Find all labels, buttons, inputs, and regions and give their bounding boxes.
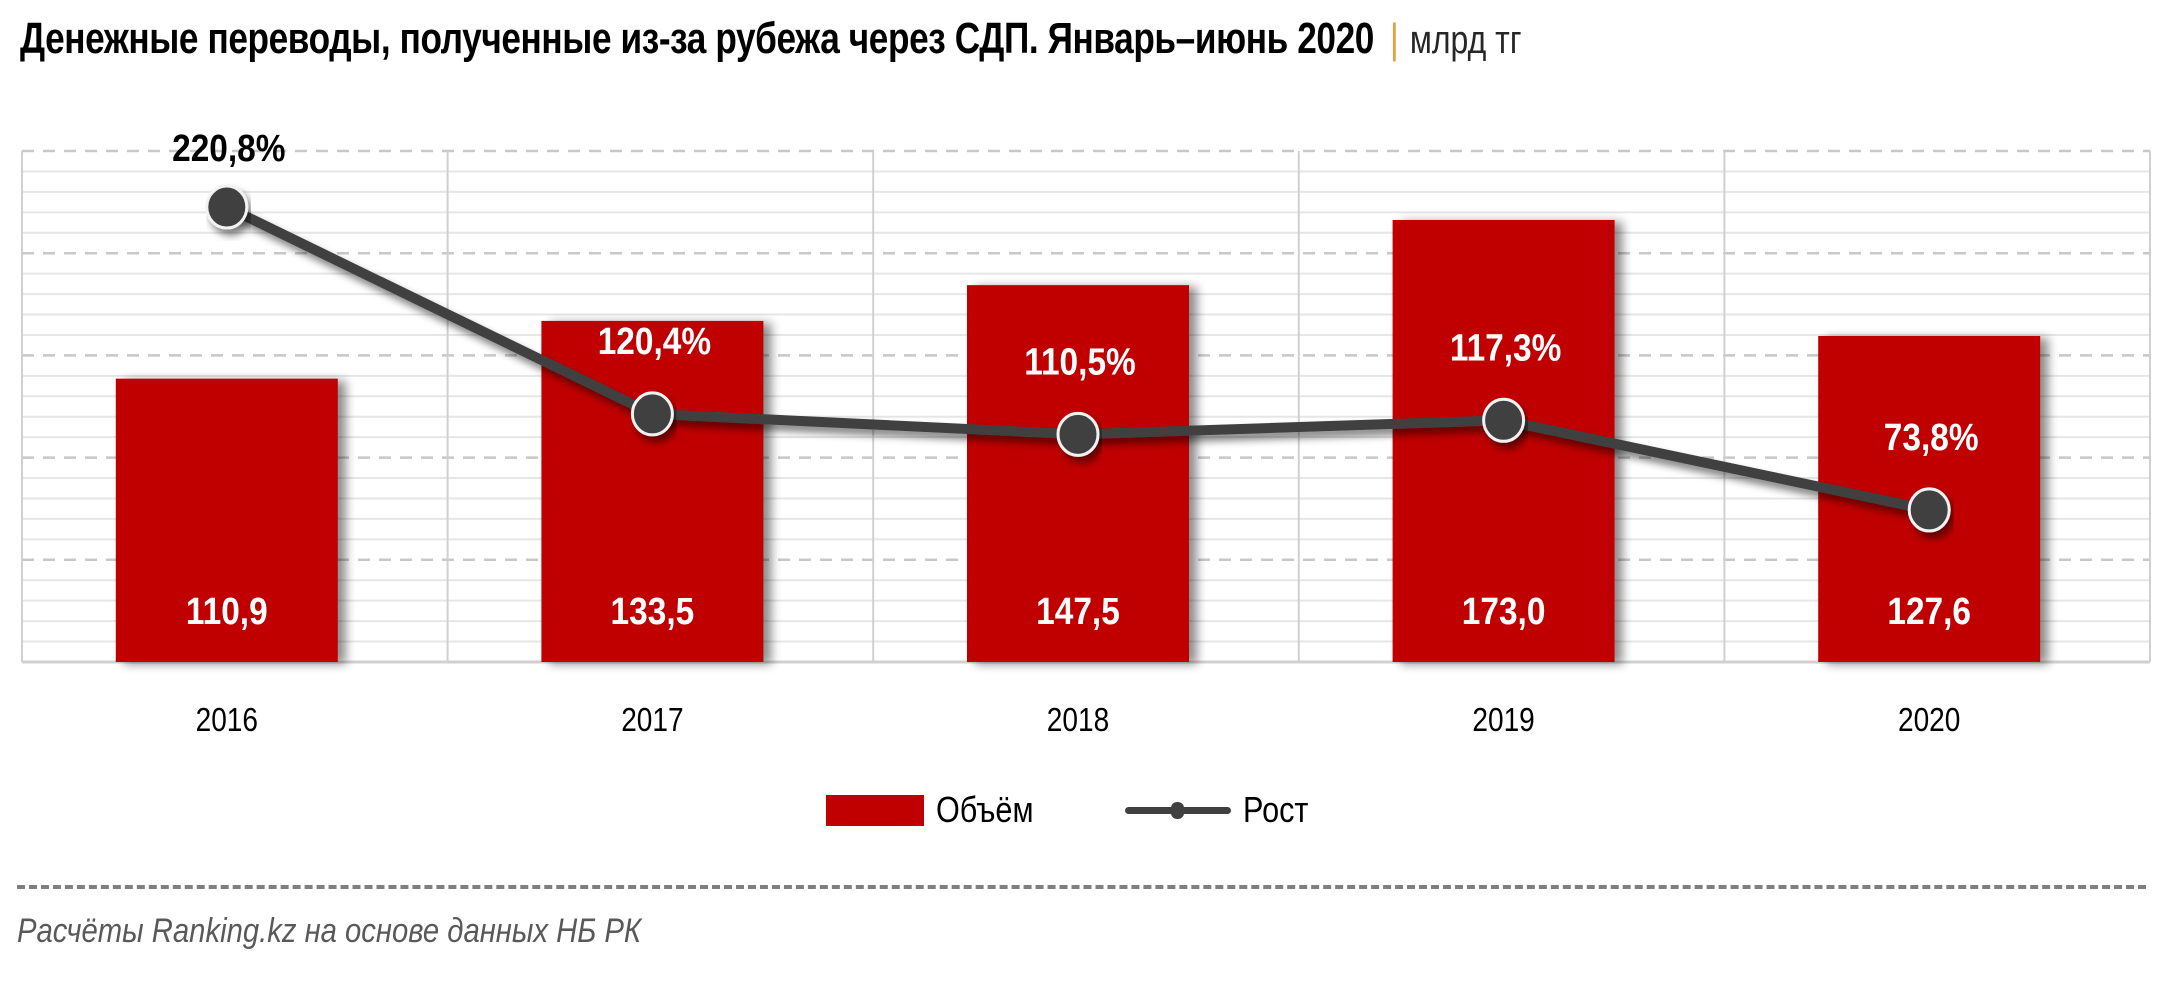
bar-value-label: 110,9 bbox=[186, 590, 268, 632]
bar-series-volume bbox=[115, 219, 2041, 663]
bar-value-label: 147,5 bbox=[1036, 590, 1120, 632]
chart-title: Денежные переводы, полученные из-за рубе… bbox=[20, 14, 1522, 70]
data-labels: 110,9 133,5 147,5 173,0 127,6 220,8% 120,4% 110… bbox=[172, 127, 1978, 632]
bar-value-label: 173,0 bbox=[1462, 590, 1546, 632]
growth-value-label: 220,8% bbox=[172, 127, 285, 169]
growth-value-label: 120,4% bbox=[598, 320, 711, 362]
x-axis: 2016 2017 2018 2019 2020 bbox=[196, 702, 1961, 739]
footer-divider bbox=[17, 885, 2146, 889]
legend-label-growth: Рост bbox=[1242, 789, 1309, 830]
bar-value-label: 127,6 bbox=[1887, 590, 1971, 632]
x-tick-label: 2019 bbox=[1472, 702, 1534, 739]
bar-2018 bbox=[967, 285, 1189, 662]
x-tick-label: 2020 bbox=[1898, 702, 1960, 739]
bar-2016 bbox=[115, 378, 338, 662]
growth-marker-2017 bbox=[630, 391, 674, 437]
legend-swatch-volume bbox=[826, 794, 924, 826]
line-series-growth bbox=[205, 184, 1951, 533]
source-note: Расчёты Ranking.kz на основе данных НБ Р… bbox=[17, 912, 642, 950]
x-tick-label: 2018 bbox=[1047, 702, 1109, 739]
unit-label: млрд тг bbox=[1409, 18, 1522, 62]
bar-value-label: 133,5 bbox=[611, 590, 695, 632]
legend-line-growth-icon bbox=[1124, 790, 1231, 830]
growth-value-label: 110,5% bbox=[1024, 340, 1136, 382]
title-separator: | bbox=[1389, 15, 1399, 62]
growth-marker-2018 bbox=[1056, 411, 1100, 457]
growth-marker-2020 bbox=[1907, 487, 1951, 533]
chart-legend: Объём Рост bbox=[826, 789, 1320, 830]
growth-marker-2019 bbox=[1482, 397, 1526, 443]
growth-marker-2016 bbox=[205, 184, 249, 230]
growth-value-label: 117,3% bbox=[1450, 326, 1562, 368]
x-tick-label: 2017 bbox=[621, 702, 683, 739]
legend-label-volume: Объём bbox=[936, 789, 1034, 830]
x-tick-label: 2016 bbox=[196, 702, 258, 739]
title-text: Денежные переводы, полученные из-за рубе… bbox=[20, 14, 1374, 63]
growth-value-label: 73,8% bbox=[1884, 416, 1979, 458]
